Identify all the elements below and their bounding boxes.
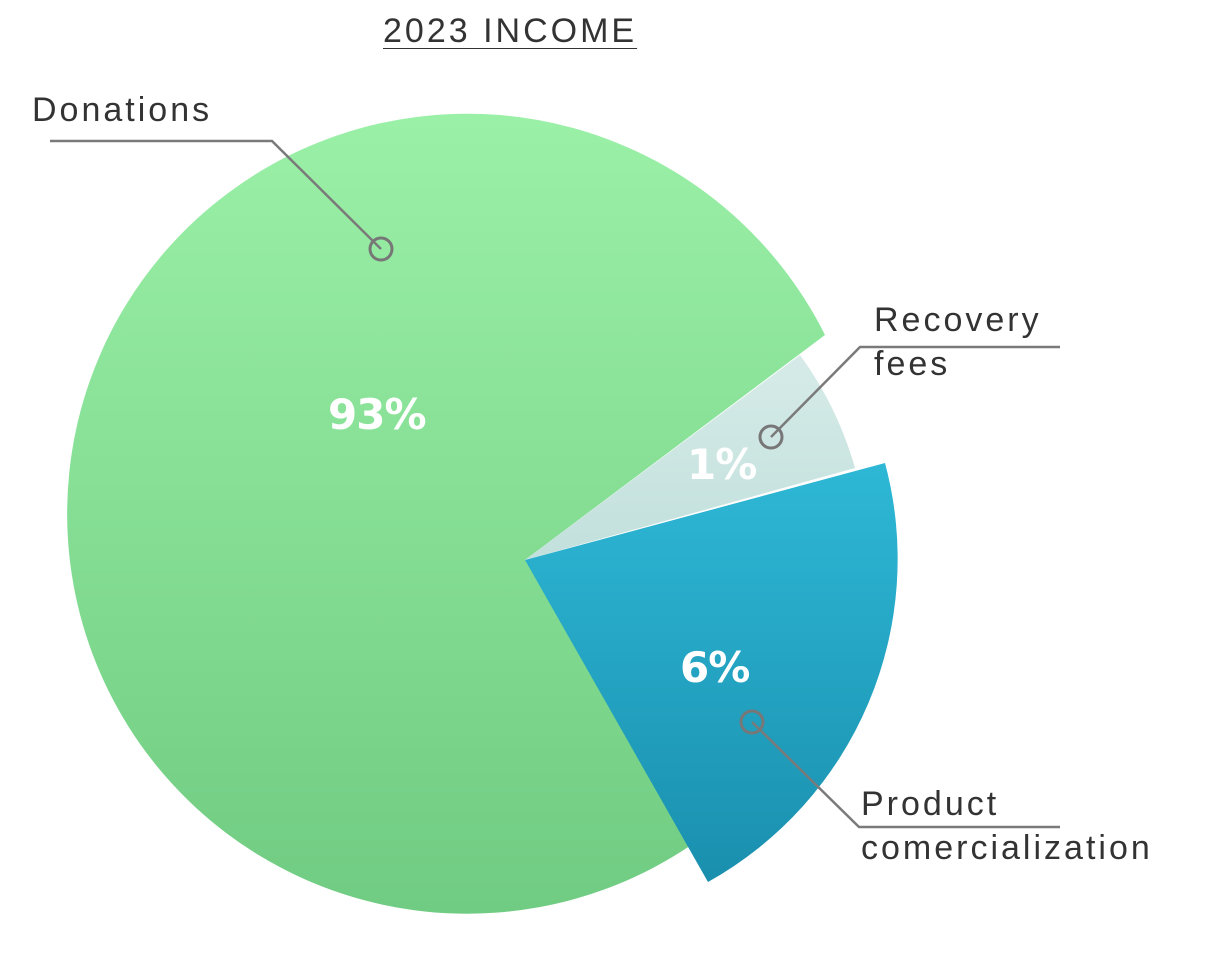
leader-dot-product	[739, 709, 765, 735]
data-label-product: 6%	[680, 643, 750, 692]
slice-label-recovery-fees-line-2: fees	[874, 345, 951, 383]
slice-label-donations-line-1: Donations	[32, 91, 213, 129]
slice-label-product-line-2: comercialization	[861, 829, 1153, 867]
leader-line-product	[751, 721, 1060, 829]
leader-line-recovery-fees	[770, 345, 1060, 438]
slice-label-product-line-1: Product	[861, 785, 1000, 823]
chart-title: 2023 INCOME	[383, 12, 638, 50]
slice-label-recovery-fees-line-1: Recovery	[874, 301, 1042, 339]
leader-dot-recovery-fees	[758, 424, 784, 450]
slice-label-product: Product comercialization	[861, 782, 1153, 870]
data-label-donations: 93%	[328, 390, 427, 439]
leader-line-donations	[50, 139, 382, 250]
pie-slice-product-comercialization	[525, 463, 898, 882]
slice-label-donations: Donations	[32, 88, 212, 132]
pie-slice-recovery-fees	[525, 355, 855, 560]
slice-label-recovery-fees: Recovery fees	[874, 298, 1042, 386]
data-label-recovery-fees: 1%	[687, 440, 757, 489]
leader-dot-donations	[368, 236, 394, 262]
